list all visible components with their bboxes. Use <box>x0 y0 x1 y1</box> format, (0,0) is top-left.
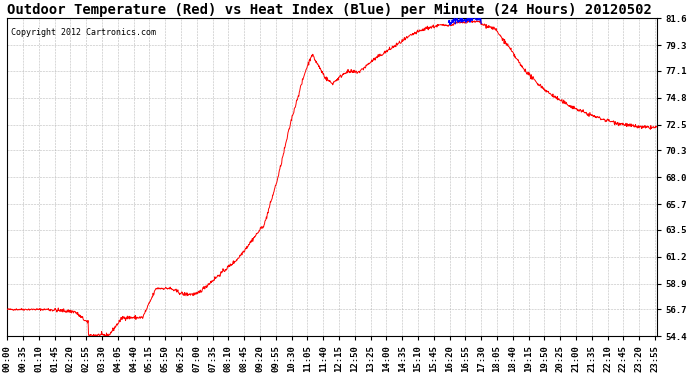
Text: Copyright 2012 Cartronics.com: Copyright 2012 Cartronics.com <box>10 28 155 37</box>
Text: Outdoor Temperature (Red) vs Heat Index (Blue) per Minute (24 Hours) 20120502: Outdoor Temperature (Red) vs Heat Index … <box>8 3 652 17</box>
